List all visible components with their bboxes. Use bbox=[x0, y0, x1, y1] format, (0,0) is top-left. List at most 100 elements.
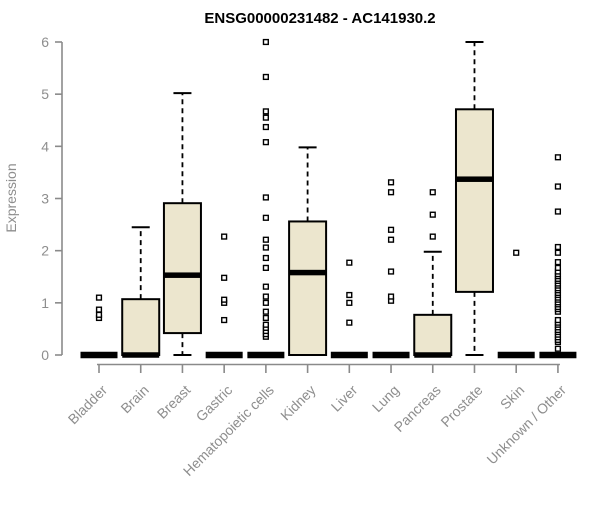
outlier-point bbox=[387, 179, 395, 186]
collapsed-box bbox=[330, 351, 368, 359]
outlier-point bbox=[262, 139, 269, 146]
y-axis: 0 1 2 3 4 5 6 bbox=[41, 34, 63, 363]
outlier-point bbox=[262, 236, 269, 243]
box-unknown-other bbox=[539, 154, 577, 359]
median-line bbox=[289, 269, 327, 276]
median-line bbox=[455, 176, 493, 182]
box-gastric bbox=[205, 233, 243, 359]
iqr-box bbox=[162, 202, 202, 335]
outlier-point bbox=[262, 321, 269, 328]
outlier-point bbox=[262, 73, 269, 81]
outlier-point bbox=[221, 316, 228, 324]
outlier-point bbox=[346, 291, 353, 299]
outlier-point bbox=[387, 268, 395, 275]
y-tick-label: 2 bbox=[41, 243, 49, 259]
outlier-point bbox=[95, 306, 103, 313]
outlier-point bbox=[513, 249, 520, 256]
iqr-box bbox=[454, 108, 494, 293]
outlier-point bbox=[262, 283, 269, 290]
outlier-point bbox=[429, 211, 436, 218]
x-tick-label-lung: Lung bbox=[369, 382, 402, 415]
outlier-point bbox=[262, 264, 269, 271]
outlier-point bbox=[387, 236, 395, 243]
outlier-point bbox=[95, 294, 103, 301]
x-tick-label-liver: Liver bbox=[328, 382, 361, 415]
y-tick-label: 4 bbox=[41, 138, 49, 154]
outlier-point bbox=[554, 249, 562, 256]
outlier-point bbox=[554, 259, 562, 266]
box-pancreas bbox=[413, 189, 453, 358]
outlier-point bbox=[554, 154, 562, 161]
outlier-point bbox=[554, 316, 562, 324]
outlier-point bbox=[262, 38, 269, 46]
outlier-point bbox=[262, 314, 269, 322]
outlier-point bbox=[221, 296, 228, 303]
y-tick-label: 1 bbox=[41, 295, 49, 311]
outlier-point bbox=[262, 108, 269, 115]
iqr-box bbox=[288, 220, 328, 356]
x-tick-label-bladder: Bladder bbox=[65, 382, 111, 428]
outlier-point bbox=[346, 319, 353, 326]
outlier-point bbox=[262, 114, 269, 121]
y-tick-label: 3 bbox=[41, 191, 49, 207]
outlier-point bbox=[262, 214, 269, 221]
outlier-point bbox=[262, 244, 269, 251]
collapsed-box bbox=[205, 351, 243, 359]
outlier-point bbox=[221, 274, 228, 281]
outlier-point bbox=[387, 226, 395, 233]
box-skin bbox=[497, 249, 535, 359]
collapsed-box bbox=[372, 351, 410, 359]
iqr-box bbox=[413, 313, 453, 356]
median-line bbox=[122, 352, 160, 358]
box-breast bbox=[162, 92, 202, 356]
outlier-point bbox=[387, 293, 395, 300]
box-hematopoietic-cells bbox=[247, 38, 285, 359]
x-tick-label-kidney: Kidney bbox=[277, 382, 319, 424]
outlier-point bbox=[262, 194, 269, 201]
box-kidney bbox=[288, 146, 328, 356]
median-line bbox=[414, 352, 452, 358]
outlier-point bbox=[262, 254, 269, 262]
outlier-point bbox=[554, 264, 562, 271]
x-tick-label-brain: Brain bbox=[117, 382, 151, 416]
y-tick-label: 5 bbox=[41, 86, 49, 102]
x-tick-label-prostate: Prostate bbox=[437, 382, 485, 430]
outlier-point bbox=[429, 233, 436, 240]
chart-title: ENSG00000231482 - AC141930.2 bbox=[204, 10, 435, 27]
x-tick-label-unknown-other: Unknown / Other bbox=[483, 382, 569, 468]
x-tick-label-skin: Skin bbox=[497, 382, 528, 413]
outlier-point bbox=[262, 123, 269, 131]
outlier-point bbox=[387, 189, 395, 196]
outlier-point bbox=[221, 233, 228, 240]
median-line bbox=[163, 272, 201, 278]
box-liver bbox=[330, 259, 368, 359]
outlier-point bbox=[346, 299, 353, 306]
outlier-point bbox=[429, 189, 436, 196]
outlier-point bbox=[95, 311, 103, 318]
y-axis-title: Expression bbox=[3, 163, 19, 232]
collapsed-box bbox=[539, 351, 577, 359]
collapsed-box bbox=[80, 351, 118, 359]
collapsed-box bbox=[247, 351, 285, 359]
x-tick-label-breast: Breast bbox=[154, 382, 194, 422]
iqr-box bbox=[121, 298, 161, 357]
box-brain bbox=[121, 226, 161, 358]
y-tick-label: 6 bbox=[41, 34, 49, 50]
collapsed-box bbox=[497, 351, 535, 359]
box-prostate bbox=[454, 41, 494, 356]
box-bladder bbox=[80, 294, 118, 359]
outlier-point bbox=[554, 345, 562, 352]
outlier-point bbox=[554, 183, 562, 190]
outlier-point bbox=[262, 293, 269, 300]
outlier-point bbox=[262, 299, 269, 306]
boxes-layer bbox=[80, 38, 577, 359]
y-tick-label: 0 bbox=[41, 347, 49, 363]
box-lung bbox=[372, 179, 410, 359]
outlier-point bbox=[554, 208, 562, 215]
outlier-point bbox=[346, 259, 353, 266]
outlier-point bbox=[262, 308, 269, 315]
outlier-point bbox=[554, 243, 562, 251]
